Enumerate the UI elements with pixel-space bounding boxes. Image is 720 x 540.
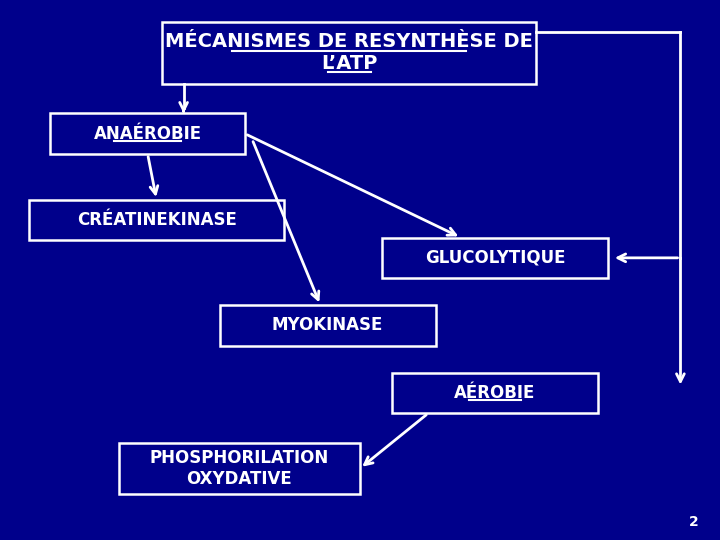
Text: PHOSPHORILATION
OXYDATIVE: PHOSPHORILATION OXYDATIVE (150, 449, 329, 488)
FancyBboxPatch shape (50, 113, 245, 154)
FancyBboxPatch shape (382, 238, 608, 278)
Text: ANAÉROBIE: ANAÉROBIE (94, 125, 202, 143)
FancyBboxPatch shape (119, 443, 360, 494)
Text: AÉROBIE: AÉROBIE (454, 384, 536, 402)
FancyBboxPatch shape (220, 305, 436, 346)
Text: MÉCANISMES DE RESYNTHÈSE DE
L’ATP: MÉCANISMES DE RESYNTHÈSE DE L’ATP (166, 32, 533, 73)
Text: 2: 2 (688, 515, 698, 529)
FancyBboxPatch shape (392, 373, 598, 413)
FancyBboxPatch shape (162, 22, 536, 84)
FancyBboxPatch shape (29, 200, 284, 240)
Text: GLUCOLYTIQUE: GLUCOLYTIQUE (425, 249, 565, 267)
Text: CRÉATINEKINASE: CRÉATINEKINASE (76, 211, 237, 229)
Text: MYOKINASE: MYOKINASE (272, 316, 383, 334)
